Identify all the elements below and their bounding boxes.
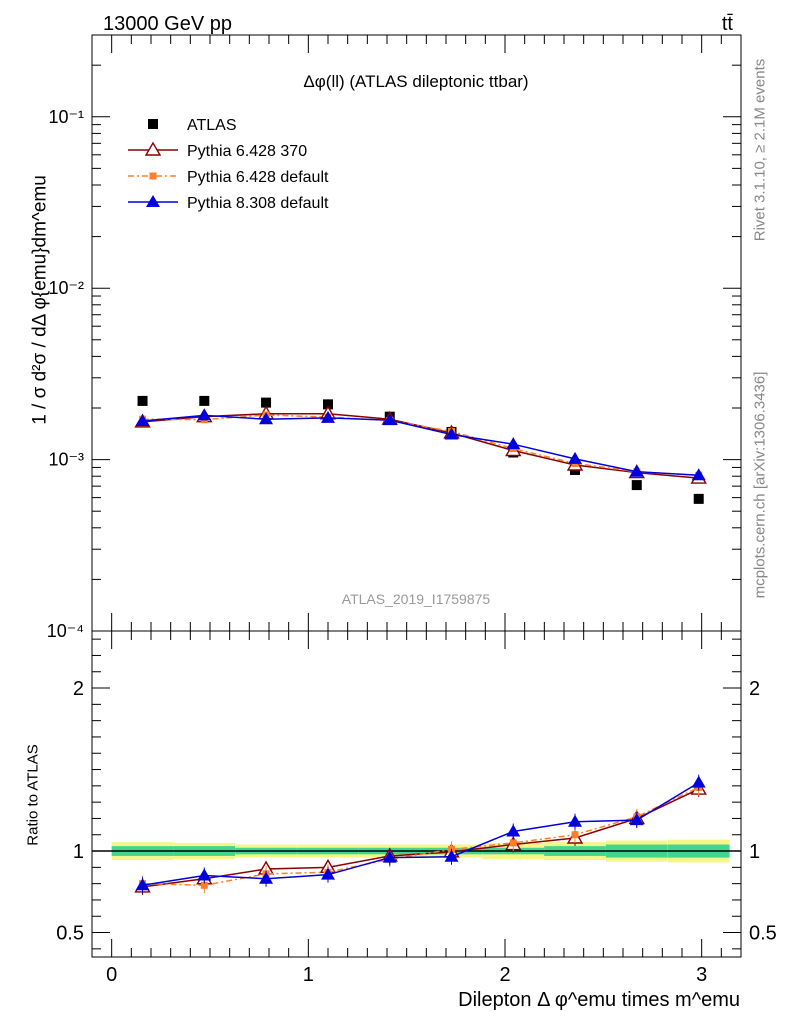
ratio-axis-ticks: 0 1 2 3 0.5 0.5 1 1 2 2 (56, 631, 777, 986)
ratio-series-line (142, 786, 700, 887)
ratio-data-point (197, 868, 212, 881)
main-data-point (568, 451, 583, 464)
legend-label: Pythia 8.308 default (187, 195, 329, 212)
ratio-y-tick-label-left: 0.5 (56, 923, 84, 945)
ratio-data-point (259, 871, 274, 884)
main-data-point (444, 427, 459, 440)
rivet-version-label: Rivet 3.1.10, ≥ 2.1M events (752, 59, 769, 242)
x-tick-label: 3 (696, 964, 707, 986)
main-data-point (259, 412, 274, 425)
main-series-line (142, 414, 699, 477)
legend-marker (148, 119, 158, 129)
ratio-data-point (691, 775, 706, 788)
legend-label: Pythia 6.428 370 (187, 143, 307, 160)
ratio-data-point (568, 814, 583, 827)
header-energy-label: 13000 GeV pp (103, 13, 232, 35)
main-data-point (506, 437, 521, 450)
main-data-point (323, 399, 333, 410)
ratio-series-line (142, 788, 700, 888)
ratio-y-tick-label-right: 0.5 (749, 923, 777, 945)
ratio-data-point (509, 839, 517, 847)
legend-marker (144, 141, 162, 156)
ratio-data-point (444, 849, 459, 862)
main-series-line (142, 414, 699, 477)
ratio-data-point (571, 831, 579, 839)
main-data-point (199, 395, 210, 406)
main-data-point (382, 413, 397, 426)
legend-label: Pythia 6.428 default (187, 169, 329, 186)
main-data-point (135, 413, 150, 426)
ratio-series-line (142, 781, 700, 887)
ratio-y-axis-label: Ratio to ATLAS (25, 744, 42, 845)
analysis-watermark: ATLAS_2019_I1759875 (342, 591, 491, 607)
x-tick-label: 0 (106, 964, 117, 986)
ratio-data-point (135, 878, 150, 891)
ratio-data-point (382, 850, 397, 863)
ratio-y-tick-label-right: 1 (749, 841, 760, 863)
ratio-plot-frame (91, 630, 742, 958)
ratio-y-tick-label-left: 1 (73, 841, 84, 863)
main-y-tick-label: 10⁻¹ (48, 107, 84, 127)
mcplots-label: mcplots.cern.ch [arXiv:1306.3436] (752, 372, 769, 599)
x-axis-label: Dilepton Δ φ^emu times m^emu (458, 989, 740, 1011)
main-data-point (137, 395, 148, 406)
ratio-uncertainty-band (92, 839, 741, 863)
legend-marker (149, 172, 157, 180)
main-y-tick-label: 10⁻³ (48, 450, 84, 470)
main-data-point (693, 493, 704, 504)
main-data-point (691, 468, 706, 481)
ratio-data-point (200, 881, 208, 889)
legend-label: ATLAS (187, 117, 237, 134)
legend: ATLAS Pythia 6.428 370 Pythia 6.428 defaul… (128, 117, 329, 212)
header-process-label: tt̄ (722, 13, 734, 35)
ratio-data-point (506, 824, 521, 837)
main-y-tick-label: 10⁻² (48, 278, 84, 298)
main-series-layer (134, 395, 707, 504)
ratio-series-layer (134, 774, 707, 895)
main-data-point (261, 397, 272, 408)
main-data-point (629, 464, 644, 477)
ratio-data-point (321, 867, 335, 880)
main-series-line (142, 413, 699, 479)
main-panel: Δφ(ll) (ATLAS dileptonic ttbar) ATLAS_20… (30, 34, 742, 641)
x-tick-label: 2 (499, 964, 510, 986)
ratio-y-tick-label-right: 2 (749, 678, 760, 700)
x-tick-label: 1 (303, 964, 314, 986)
main-plot-title: Δφ(ll) (ATLAS dileptonic ttbar) (303, 72, 528, 91)
legend-marker (146, 195, 160, 207)
main-data-point (197, 408, 212, 421)
main-data-point (321, 410, 335, 423)
ratio-data-point (629, 813, 644, 826)
main-data-point (631, 480, 642, 491)
main-y-axis-label: 1 / σ d²σ / dΔ φ{emu}dm^emu (30, 175, 51, 425)
ratio-y-tick-label-left: 2 (73, 678, 84, 700)
ratio-panel: Ratio to ATLAS Dilepton Δ φ^emu times m^… (25, 630, 777, 1011)
main-axis-ticks: 10⁻⁴ 10⁻³ 10⁻² 10⁻¹ (47, 35, 741, 641)
main-y-tick-label: 10⁻⁴ (47, 621, 84, 641)
